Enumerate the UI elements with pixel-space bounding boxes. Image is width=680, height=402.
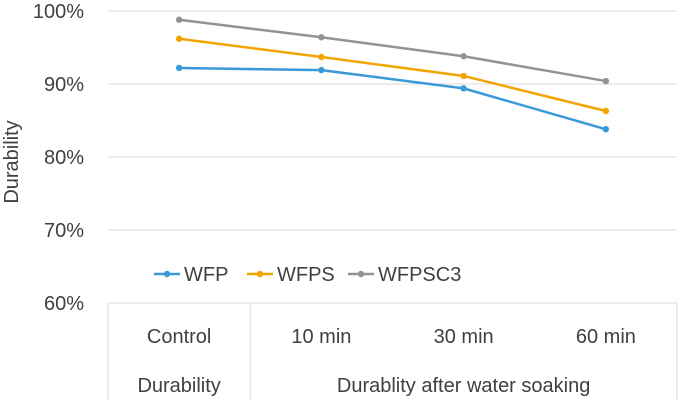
category-group-label: Durablity after water soaking: [337, 375, 590, 397]
legend-entry-wfp: WFP: [154, 264, 228, 286]
series-lines: [175, 16, 610, 133]
y-axis-title: Durability: [1, 120, 23, 203]
data-point: [602, 77, 610, 85]
y-tick-label: 60%: [44, 293, 84, 315]
data-point: [175, 35, 183, 42]
legend-entry-wfpsc3: WFPSC3: [348, 264, 461, 286]
y-tick-label: 90%: [44, 74, 84, 96]
data-point: [602, 126, 610, 133]
series-wfp: [175, 64, 610, 133]
category-label: 60 min: [576, 326, 636, 348]
y-tick-label: 100%: [33, 1, 84, 23]
gridlines: [108, 10, 677, 231]
legend-entry-wfps: WFPS: [247, 264, 335, 286]
legend-marker: [163, 270, 171, 278]
data-point: [318, 53, 325, 61]
category-labels: Durability Durablity after water soaking C…: [137, 326, 635, 397]
data-point: [175, 64, 183, 72]
series-line: [178, 37, 607, 113]
category-group-label: Durability: [137, 375, 220, 397]
data-point: [175, 16, 183, 23]
y-tick-labels: 60% 70% 80% 90% 100%: [33, 1, 84, 315]
data-point: [460, 72, 467, 80]
category-label: Control: [147, 326, 211, 348]
data-point: [602, 107, 610, 115]
legend: WFP WFPS WFPSC3: [154, 264, 461, 286]
series-line: [178, 18, 607, 83]
legend-marker: [357, 270, 365, 278]
legend-label: WFPS: [277, 264, 335, 286]
axes: [107, 302, 678, 401]
data-point: [460, 85, 467, 92]
y-tick-label: 70%: [44, 220, 84, 242]
legend-marker: [256, 270, 264, 278]
y-tick-label: 80%: [44, 147, 84, 169]
data-point: [460, 53, 467, 60]
category-label: 10 min: [291, 326, 351, 348]
series-wfpsc3: [175, 16, 610, 85]
data-point: [318, 34, 325, 41]
category-label: 30 min: [434, 326, 494, 348]
data-point: [318, 66, 325, 74]
legend-label: WFPSC3: [378, 264, 461, 286]
legend-label: WFP: [184, 264, 228, 286]
series-line: [179, 66, 607, 131]
series-wfps: [175, 35, 610, 115]
